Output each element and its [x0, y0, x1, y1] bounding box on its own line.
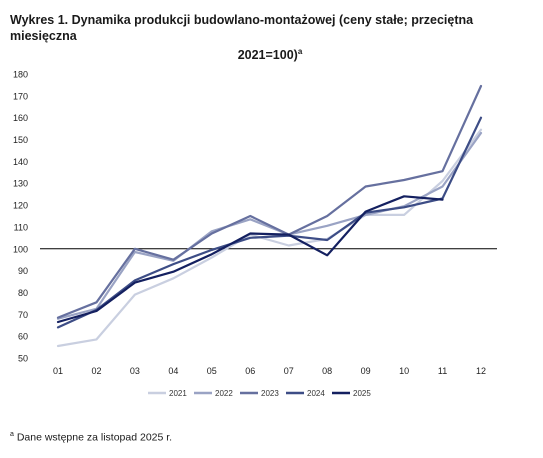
chart-title-line1: Wykres 1. Dynamika produkcji budowlano-m… — [10, 13, 474, 43]
y-tick-label: 140 — [13, 157, 28, 167]
y-tick-label: 100 — [13, 244, 28, 254]
footnote-text: Dane wstępne za listopad 2025 r. — [16, 431, 173, 444]
legend-label-2021: 2021 — [169, 389, 187, 398]
x-tick-label: 06 — [245, 366, 255, 376]
series-line-2024 — [56, 116, 483, 329]
series-line-2025 — [56, 195, 444, 324]
series-line-2022 — [56, 131, 483, 320]
x-tick-label: 10 — [399, 366, 409, 376]
x-tick-label: 07 — [284, 366, 294, 376]
series-lines — [56, 84, 483, 348]
x-tick-label: 01 — [53, 366, 63, 376]
y-tick-label: 60 — [18, 332, 28, 342]
footnote: a Dane wstępne za listopad 2025 r. — [10, 431, 172, 444]
series-line-2023 — [56, 84, 483, 319]
legend-label-2023: 2023 — [261, 389, 279, 398]
y-tick-label: 90 — [18, 266, 28, 276]
x-tick-label: 04 — [168, 366, 178, 376]
legend: 2021 2022 2023 2024 2025 — [148, 389, 371, 398]
legend-label-2022: 2022 — [215, 389, 233, 398]
legend-label-2024: 2024 — [307, 389, 325, 398]
x-axis-tick-labels: 01 02 03 04 05 06 07 08 09 10 11 12 — [53, 366, 486, 376]
y-axis-tick-labels: 50 60 70 80 90 100 110 120 130 140 150 160 170 180 — [13, 70, 28, 364]
y-tick-label: 150 — [13, 135, 28, 145]
x-tick-label: 08 — [322, 366, 332, 376]
chart-title: Wykres 1. Dynamika produkcji budowlano-m… — [10, 12, 530, 63]
y-tick-label: 160 — [13, 113, 28, 123]
y-tick-label: 130 — [13, 179, 28, 189]
chart-title-footnote-mark: a — [297, 47, 303, 56]
x-tick-label: 11 — [438, 366, 447, 376]
legend-label-2025: 2025 — [353, 389, 371, 398]
y-tick-label: 70 — [18, 310, 28, 320]
series-line-2021 — [56, 128, 483, 348]
y-tick-label: 120 — [13, 201, 28, 211]
y-tick-label: 110 — [14, 222, 28, 232]
y-tick-label: 50 — [18, 354, 28, 364]
x-tick-label: 09 — [361, 366, 371, 376]
chart-title-line2: 2021=100) — [237, 48, 298, 63]
y-tick-label: 80 — [18, 288, 28, 298]
x-tick-label: 12 — [476, 366, 486, 376]
footnote-mark: a — [10, 431, 14, 438]
x-tick-label: 02 — [91, 366, 101, 376]
x-tick-label: 03 — [130, 366, 140, 376]
y-tick-label: 170 — [13, 91, 28, 101]
y-tick-label: 180 — [13, 70, 28, 80]
x-tick-label: 05 — [207, 366, 217, 376]
